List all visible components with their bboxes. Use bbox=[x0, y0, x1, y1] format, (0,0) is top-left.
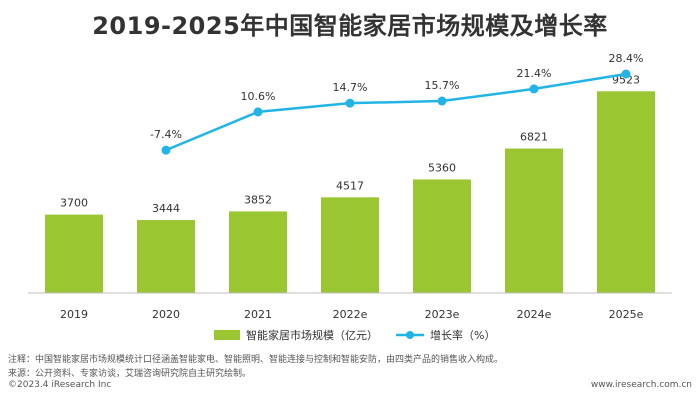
growth-rate-point bbox=[621, 69, 631, 79]
bar-value-label: 3852 bbox=[244, 193, 272, 206]
chart-title: 2019-2025年中国智能家居市场规模及增长率 bbox=[92, 12, 608, 40]
bar-value-label: 9523 bbox=[612, 73, 640, 86]
legend-line-label: 增长率（%） bbox=[430, 328, 495, 342]
x-tick-label: 2021 bbox=[244, 308, 272, 321]
bar-2024e bbox=[505, 148, 563, 293]
growth-rate-point bbox=[161, 145, 171, 155]
chart-note: 注释：中国智能家居市场规模统计口径涵盖智能家电、智能照明、智能连接与控制和智能安… bbox=[8, 355, 504, 365]
bar-value-label: 3444 bbox=[152, 202, 180, 215]
growth-rate-point bbox=[437, 96, 447, 106]
growth-rate-point bbox=[529, 84, 539, 94]
chart-source: 来源：公开资料、专家访谈，艾瑞咨询研究院自主研究绘制。 bbox=[8, 369, 252, 379]
growth-rate-label: 28.4% bbox=[609, 52, 644, 65]
growth-rate-point bbox=[253, 107, 263, 117]
bar-value-label: 6821 bbox=[520, 131, 548, 144]
growth-rate-label: 14.7% bbox=[333, 81, 368, 94]
bar-value-label: 4517 bbox=[336, 179, 364, 192]
bar-2025e bbox=[597, 91, 655, 293]
growth-rate-label: 15.7% bbox=[425, 79, 460, 92]
growth-rate-label: 10.6% bbox=[241, 90, 276, 103]
x-tick-label: 2022e bbox=[333, 308, 368, 321]
legend-line-marker bbox=[406, 331, 414, 339]
bar-value-label: 3700 bbox=[60, 197, 88, 210]
x-tick-label: 2023e bbox=[425, 308, 460, 321]
legend-bar-label: 智能家居市场规模（亿元） bbox=[246, 328, 378, 342]
legend-bar-swatch bbox=[214, 330, 240, 340]
growth-rate-point bbox=[345, 98, 355, 108]
bar-2021 bbox=[229, 211, 287, 293]
bar-2019 bbox=[45, 214, 103, 293]
website: www.iresearch.com.cn bbox=[590, 380, 692, 390]
copyright: ©2023.4 iResearch Inc bbox=[8, 380, 112, 390]
growth-rate-line bbox=[165, 72, 627, 152]
bar-value-label: 5360 bbox=[428, 161, 456, 174]
bar-2020 bbox=[137, 220, 195, 293]
growth-rate-label: -7.4% bbox=[150, 128, 182, 141]
bar-2022e bbox=[321, 197, 379, 293]
growth-rate-label: 21.4% bbox=[517, 67, 552, 80]
x-tick-label: 2020 bbox=[152, 308, 180, 321]
x-tick-label: 2024e bbox=[517, 308, 552, 321]
x-tick-label: 2025e bbox=[609, 308, 644, 321]
bar-2023e bbox=[413, 179, 471, 293]
x-tick-label: 2019 bbox=[60, 308, 88, 321]
